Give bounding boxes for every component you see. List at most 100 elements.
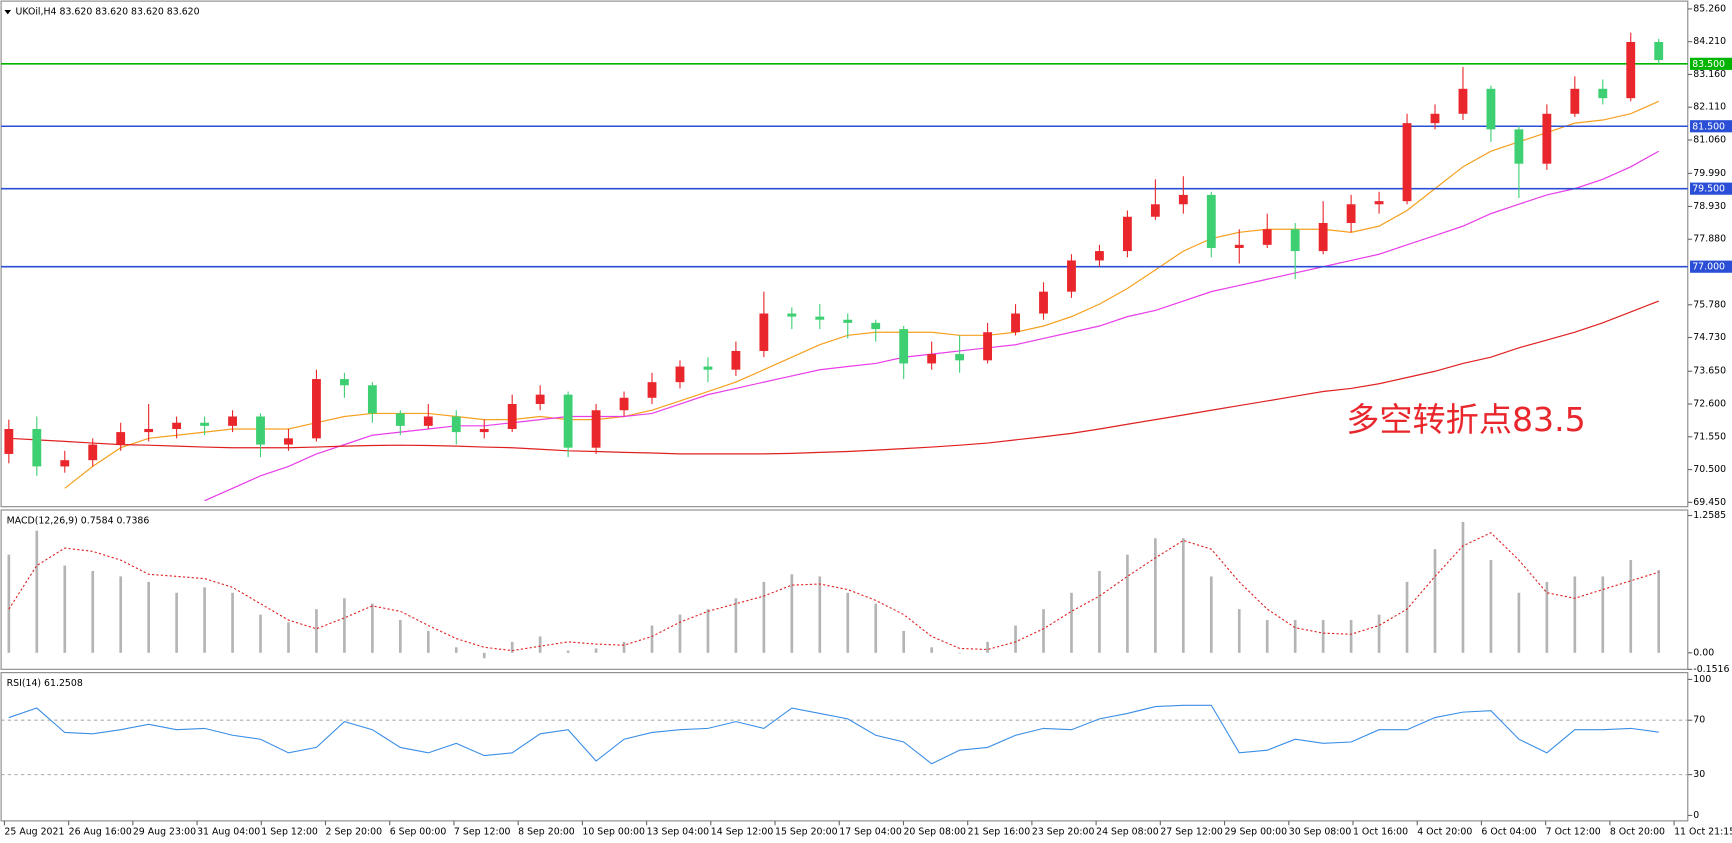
- macd-histogram-bar: [566, 650, 570, 653]
- candle-body: [703, 366, 713, 370]
- moving-average-line: [64, 100, 1659, 489]
- price-level-label: 77.000: [1692, 262, 1725, 273]
- macd-histogram-bar: [790, 574, 794, 653]
- candle-body: [116, 432, 126, 445]
- macd-histogram-bar: [91, 570, 95, 653]
- macd-histogram-bar: [399, 620, 402, 653]
- macd-histogram-bar: [426, 630, 430, 653]
- x-tick-label: 2 Sep 20:00: [326, 826, 383, 837]
- candle-body: [1178, 194, 1188, 205]
- macd-histogram-bar: [1657, 570, 1661, 653]
- x-tick-label: 24 Sep 08:00: [1096, 826, 1159, 837]
- candle-body: [88, 444, 98, 461]
- y-tick-label: 71.550: [1693, 431, 1726, 442]
- x-tick-label: 21 Sep 16:00: [968, 826, 1031, 837]
- candle-body: [927, 354, 937, 364]
- candle-body: [563, 394, 573, 448]
- x-tick-label: 7 Oct 12:00: [1546, 826, 1601, 837]
- candle-body: [507, 404, 517, 429]
- macd-histogram-bar: [1517, 592, 1521, 653]
- candle-body: [759, 313, 769, 351]
- macd-signal-line: [8, 532, 1659, 652]
- macd-histogram-bar: [818, 576, 822, 653]
- x-tick-label: 23 Sep 20:00: [1032, 826, 1095, 837]
- x-tick-label: 1 Oct 16:00: [1353, 826, 1408, 837]
- panel-title: UKOil,H4 83.620 83.620 83.620 83.620: [15, 7, 199, 18]
- price-level-label: 81.500: [1692, 121, 1725, 132]
- macd-histogram-bar: [1601, 576, 1605, 653]
- x-tick-label: 4 Oct 20:00: [1417, 826, 1472, 837]
- x-tick-label: 30 Sep 08:00: [1289, 826, 1352, 837]
- candle-body: [1262, 229, 1272, 245]
- macd-panel-frame: [0, 509, 1689, 670]
- candle-body: [787, 313, 797, 317]
- macd-histogram-bar: [175, 592, 178, 653]
- candle-body: [1095, 251, 1104, 261]
- macd-histogram-bar: [1293, 620, 1297, 653]
- panel-title: RSI(14) 61.2508: [7, 678, 83, 689]
- y-tick-label: 70: [1693, 715, 1705, 726]
- x-tick-label: 11 Oct 21:15: [1674, 826, 1732, 837]
- candle-body: [4, 428, 14, 454]
- candle-body: [843, 319, 853, 323]
- macd-histogram-bar: [874, 603, 878, 653]
- macd-histogram-bar: [650, 625, 654, 653]
- macd-histogram-bar: [958, 652, 961, 654]
- price-level-tag: [1689, 120, 1732, 133]
- candle-body: [1458, 88, 1468, 114]
- x-tick-label: 26 Aug 16:00: [69, 826, 132, 837]
- rsi-panel-frame: [0, 672, 1689, 822]
- macd-histogram-bar: [846, 592, 850, 653]
- candle-body: [1514, 129, 1524, 164]
- macd-histogram-bar: [762, 581, 766, 653]
- candle-body: [367, 385, 377, 414]
- y-tick-label: 70.500: [1693, 464, 1726, 475]
- x-tick-label: 29 Aug 23:00: [133, 826, 196, 837]
- y-tick-label: 75.780: [1693, 299, 1726, 310]
- candle-body: [1150, 204, 1160, 217]
- macd-histogram-bar: [1629, 560, 1633, 653]
- x-tick-label: 13 Sep 04:00: [647, 826, 710, 837]
- candle-body: [32, 428, 42, 467]
- rsi-line: [8, 704, 1659, 765]
- candle-body: [423, 416, 433, 426]
- y-tick-label: 78.930: [1693, 201, 1726, 212]
- candle-body: [1039, 291, 1048, 314]
- y-tick-label: 1.2585: [1693, 510, 1726, 521]
- macd-histogram-bar: [1209, 576, 1213, 653]
- candle-body: [256, 416, 265, 445]
- y-tick-label: 73.650: [1693, 366, 1726, 377]
- candle-body: [815, 316, 825, 320]
- x-tick-label: 15 Sep 20:00: [775, 826, 838, 837]
- macd-histogram-bar: [594, 648, 598, 653]
- symbol-menu-arrow[interactable]: [4, 9, 12, 15]
- candle-body: [535, 394, 545, 405]
- panel-title: MACD(12,26,9) 0.7584 0.7386: [7, 516, 150, 527]
- candle-body: [1346, 204, 1356, 223]
- macd-histogram-bar: [1377, 614, 1381, 653]
- macd-histogram-bar: [622, 641, 626, 653]
- candle-body: [228, 416, 237, 426]
- macd-histogram-bar: [706, 609, 710, 653]
- macd-histogram-bar: [482, 652, 486, 659]
- price-level-tag: [1689, 57, 1732, 70]
- macd-histogram-bar: [7, 554, 11, 653]
- y-tick-label: 0: [1693, 810, 1699, 821]
- price-level-label: 83.500: [1692, 59, 1725, 70]
- candle-body: [731, 350, 741, 370]
- y-tick-label: 83.160: [1693, 69, 1726, 80]
- macd-histogram-bar: [1014, 625, 1017, 653]
- candle-body: [312, 379, 321, 439]
- macd-histogram-bar: [1405, 581, 1409, 653]
- macd-histogram-bar: [203, 587, 206, 653]
- macd-histogram-bar: [986, 641, 989, 653]
- macd-histogram-bar: [147, 581, 150, 653]
- macd-histogram-bar: [1265, 620, 1269, 653]
- price-level-tag: [1689, 182, 1732, 195]
- x-tick-label: 10 Sep 00:00: [582, 826, 645, 837]
- moving-average-line: [8, 300, 1659, 455]
- macd-histogram-bar: [1070, 592, 1073, 653]
- macd-histogram-bar: [1349, 620, 1353, 653]
- candle-body: [1318, 222, 1328, 252]
